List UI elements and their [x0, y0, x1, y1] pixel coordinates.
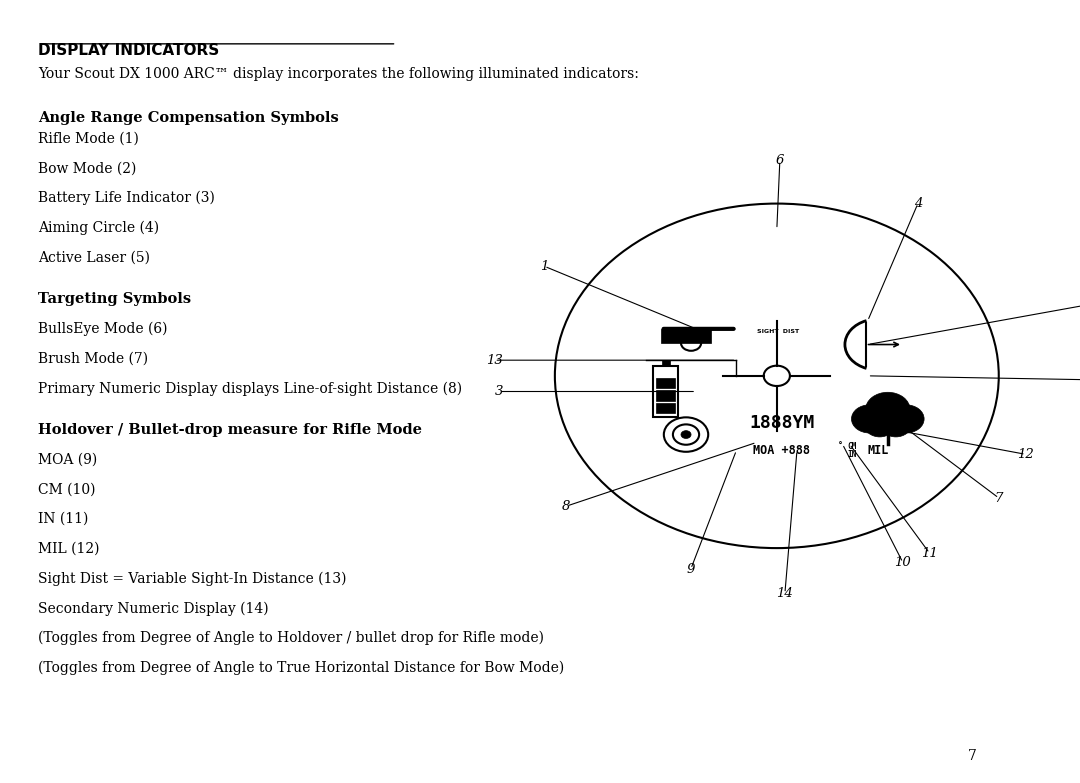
Text: 9: 9 [687, 562, 696, 576]
Text: MIL (12): MIL (12) [38, 542, 99, 556]
Text: Angle Range Compensation Symbols: Angle Range Compensation Symbols [38, 111, 339, 125]
FancyBboxPatch shape [662, 360, 670, 366]
Text: Targeting Symbols: Targeting Symbols [38, 292, 191, 306]
Text: IN: IN [848, 449, 856, 459]
Text: MOA (9): MOA (9) [38, 453, 97, 467]
FancyBboxPatch shape [657, 377, 675, 388]
Text: Rifle Mode (1): Rifle Mode (1) [38, 132, 139, 146]
FancyBboxPatch shape [657, 402, 675, 413]
Text: 1: 1 [540, 260, 549, 272]
Text: Battery Life Indicator (3): Battery Life Indicator (3) [38, 191, 215, 205]
Text: Primary Numeric Display displays Line-of-sight Distance (8): Primary Numeric Display displays Line-of… [38, 381, 462, 395]
Text: Active Laser (5): Active Laser (5) [38, 251, 150, 265]
Text: Aiming Circle (4): Aiming Circle (4) [38, 221, 160, 235]
Text: CM (10): CM (10) [38, 482, 96, 496]
Text: SIGHT  DIST: SIGHT DIST [757, 329, 799, 334]
Text: 7: 7 [968, 749, 976, 763]
Text: MOA +888: MOA +888 [754, 444, 810, 456]
Circle shape [851, 405, 888, 433]
Circle shape [865, 392, 910, 427]
Circle shape [888, 405, 924, 433]
Text: 1888YM: 1888YM [750, 414, 814, 431]
Text: Brush Mode (7): Brush Mode (7) [38, 352, 148, 366]
Circle shape [681, 431, 691, 438]
Circle shape [865, 413, 895, 437]
Text: 10: 10 [894, 556, 912, 569]
Text: DISPLAY INDICATORS: DISPLAY INDICATORS [38, 43, 219, 58]
Text: (Toggles from Degree of Angle to Holdover / bullet drop for Rifle mode): (Toggles from Degree of Angle to Holdove… [38, 631, 544, 645]
Text: 14: 14 [777, 587, 794, 600]
Text: Bow Mode (2): Bow Mode (2) [38, 161, 137, 175]
Polygon shape [661, 329, 712, 343]
Text: CM: CM [848, 442, 856, 451]
Text: Sight Dist = Variable Sight-In Distance (13): Sight Dist = Variable Sight-In Distance … [38, 572, 347, 586]
Text: Secondary Numeric Display (14): Secondary Numeric Display (14) [38, 601, 269, 615]
Text: 4: 4 [914, 197, 922, 210]
Text: Holdover / Bullet-drop measure for Rifle Mode: Holdover / Bullet-drop measure for Rifle… [38, 423, 422, 437]
Text: BullsEye Mode (6): BullsEye Mode (6) [38, 322, 167, 336]
Text: MIL: MIL [867, 444, 889, 456]
Text: IN (11): IN (11) [38, 512, 89, 526]
Text: (Toggles from Degree of Angle to True Horizontal Distance for Bow Mode): (Toggles from Degree of Angle to True Ho… [38, 661, 565, 675]
Text: 6: 6 [775, 154, 784, 167]
Circle shape [880, 413, 912, 437]
Text: 8: 8 [563, 500, 570, 513]
Text: 7: 7 [995, 492, 1003, 504]
Text: 3: 3 [496, 385, 503, 398]
FancyBboxPatch shape [657, 390, 675, 400]
Text: 12: 12 [1017, 448, 1035, 461]
Text: Your Scout DX 1000 ARC™ display incorporates the following illuminated indicator: Your Scout DX 1000 ARC™ display incorpor… [38, 67, 639, 81]
Text: 13: 13 [486, 354, 502, 366]
Text: 11: 11 [921, 547, 937, 560]
Text: °: ° [838, 442, 842, 451]
